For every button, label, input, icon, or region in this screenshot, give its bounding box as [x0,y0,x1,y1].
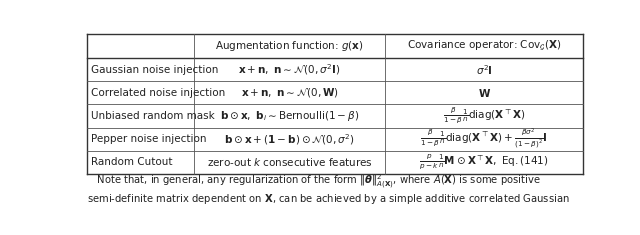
Text: $\mathbf{x} + \mathbf{n},\ \mathbf{n} \sim \mathcal{N}(0, \mathbf{W})$: $\mathbf{x} + \mathbf{n},\ \mathbf{n} \s… [241,86,339,99]
Text: $\frac{p}{p-k}\frac{1}{n}\mathbf{M} \odot \mathbf{X}^\top\mathbf{X},\ \mathrm{Eq: $\frac{p}{p-k}\frac{1}{n}\mathbf{M} \odo… [419,153,549,172]
Text: Unbiased random mask: Unbiased random mask [92,111,215,121]
Text: $\mathbf{x} + \mathbf{n},\ \mathbf{n} \sim \mathcal{N}(0, \sigma^2\mathbf{I})$: $\mathbf{x} + \mathbf{n},\ \mathbf{n} \s… [238,62,340,77]
Text: Pepper noise injection: Pepper noise injection [92,134,207,144]
Text: $\sigma^2\mathbf{I}$: $\sigma^2\mathbf{I}$ [476,63,493,77]
Text: semi-definite matrix dependent on $\mathbf{X}$, can be achieved by a simple addi: semi-definite matrix dependent on $\math… [88,192,570,206]
Text: Correlated noise injection: Correlated noise injection [92,88,226,98]
Text: $\mathbf{b} \odot \mathbf{x},\ \mathbf{b}_i \sim \mathrm{Bernoulli}(1-\beta)$: $\mathbf{b} \odot \mathbf{x},\ \mathbf{b… [220,109,359,123]
Text: Gaussian noise injection: Gaussian noise injection [92,65,219,75]
Text: Random Cutout: Random Cutout [92,157,173,167]
Text: $\frac{\beta}{1-\beta}\frac{1}{n}\mathrm{diag}(\mathbf{X}^\top\mathbf{X})$: $\frac{\beta}{1-\beta}\frac{1}{n}\mathrm… [443,106,525,126]
Text: $\mathbf{W}$: $\mathbf{W}$ [477,87,491,99]
Text: $\frac{\beta}{1-\beta}\frac{1}{n}\mathrm{diag}\left(\mathbf{X}^\top\mathbf{X}\ri: $\frac{\beta}{1-\beta}\frac{1}{n}\mathrm… [420,127,548,151]
Text: Note that, in general, any regularization of the form $\|\boldsymbol{\theta}\|^2: Note that, in general, any regularizatio… [88,173,541,191]
Text: Covariance operator: $\mathrm{Cov}_{\mathcal{G}}(\mathbf{X})$: Covariance operator: $\mathrm{Cov}_{\mat… [407,39,561,53]
Text: Augmentation function: $g(\mathbf{x})$: Augmentation function: $g(\mathbf{x})$ [215,39,364,53]
Text: $\mathbf{b} \odot \mathbf{x} + (\mathbf{1}-\mathbf{b}) \odot \mathcal{N}(0, \sig: $\mathbf{b} \odot \mathbf{x} + (\mathbf{… [224,132,355,146]
Text: zero-out $k$ consecutive features: zero-out $k$ consecutive features [207,156,372,168]
